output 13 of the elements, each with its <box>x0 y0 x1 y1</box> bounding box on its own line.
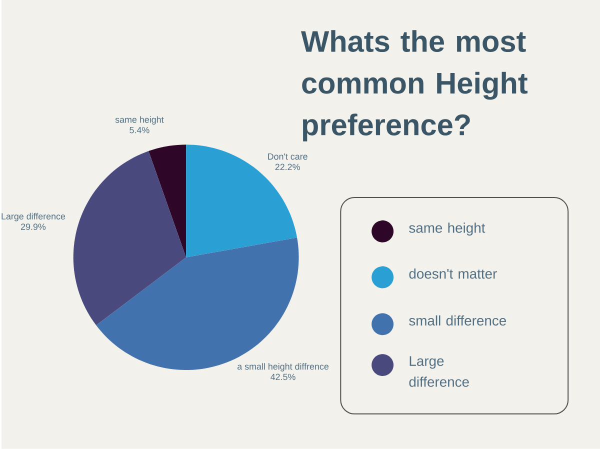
text: doesn't matter <box>409 268 497 279</box>
text: Large difference <box>409 356 469 387</box>
data-label: 42.5% <box>270 374 296 380</box>
slice-label: Don't care <box>268 154 308 160</box>
text: same height <box>409 222 486 236</box>
data-label: 22.2% <box>275 164 300 170</box>
data-label: 29.9% <box>21 224 46 230</box>
slice-label: a small height diffrence <box>238 363 329 372</box>
slice-label: Large difference <box>2 212 66 222</box>
text: Whats the most common Height preference? <box>300 30 528 142</box>
data-label: 5.4% <box>130 127 150 134</box>
text: small difference <box>409 315 506 326</box>
slice-label: same height <box>115 116 164 125</box>
